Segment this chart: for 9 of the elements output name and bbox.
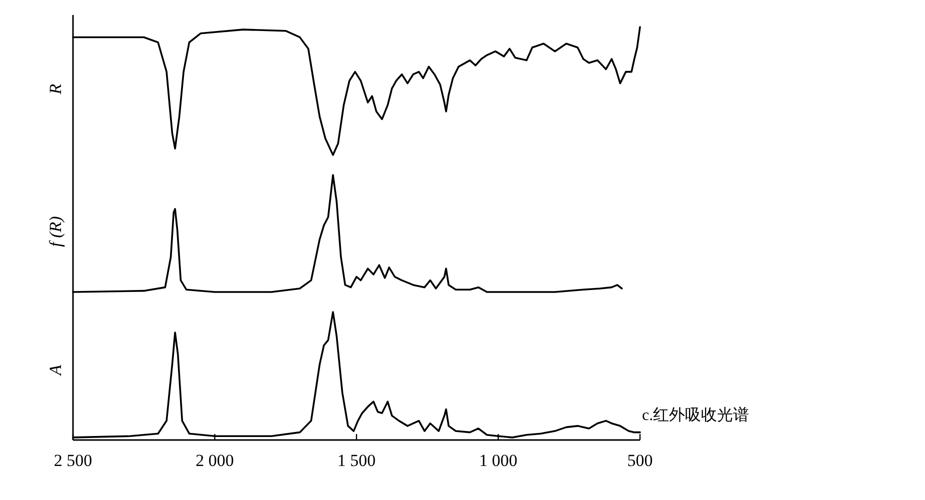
- x-tick-label: 2 500: [54, 451, 92, 470]
- x-tick-label: 1 000: [479, 451, 518, 470]
- y-axis-title: R: [46, 83, 65, 96]
- y-axis-title: f (R): [46, 216, 65, 247]
- x-tick-label: 1 500: [337, 451, 376, 470]
- text: c.红外吸收光谱: [642, 406, 750, 424]
- y-axis-title: A: [46, 364, 65, 376]
- x-tick-label: 2 000: [196, 451, 234, 470]
- x-tick-label: 500: [627, 451, 653, 470]
